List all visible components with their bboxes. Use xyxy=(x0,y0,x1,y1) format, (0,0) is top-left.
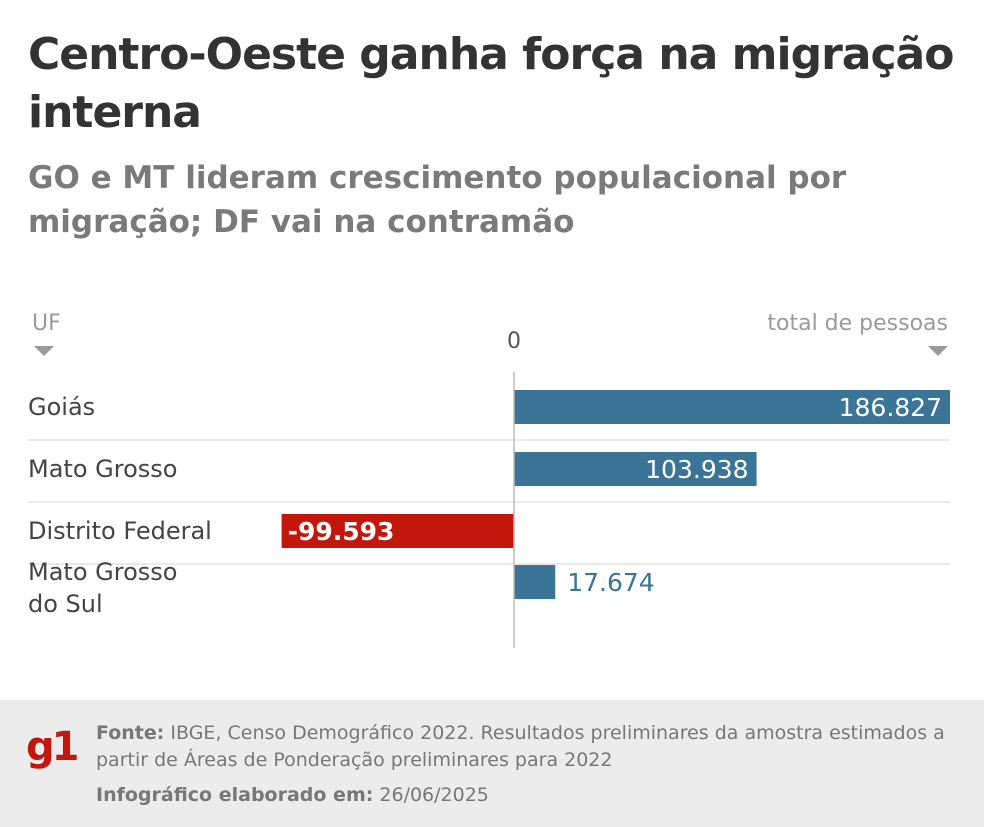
category-label: Distrito Federal xyxy=(28,517,212,545)
bar-2 xyxy=(514,452,757,486)
source-label: Fonte: xyxy=(96,722,165,744)
value-label: 186.827 xyxy=(839,393,942,422)
g1-logo: g1 xyxy=(26,724,79,770)
chart-title: Centro-Oeste ganha força na migração int… xyxy=(28,29,954,138)
value-header-arrow-icon xyxy=(928,346,948,356)
row-header-arrow-icon xyxy=(34,346,54,356)
category-label: Mato Grosso xyxy=(28,455,177,483)
bar-1 xyxy=(514,390,950,424)
date-value: 26/06/2025 xyxy=(379,784,489,806)
value-label: -99.593 xyxy=(288,517,395,546)
bar-3 xyxy=(281,514,514,548)
chart-subtitle: GO e MT lideram crescimento populacional… xyxy=(28,160,847,240)
bar-chart: UF total de pessoas 0 Goiás 186.827 Mato Gros… xyxy=(28,311,950,648)
zero-tick-label: 0 xyxy=(507,329,521,354)
category-label: Mato Grosso xyxy=(28,558,177,586)
category-label: do Sul xyxy=(28,590,103,618)
value-header: total de pessoas xyxy=(767,311,948,336)
date-note: Infográfico elaborado em: 26/06/2025 xyxy=(96,784,489,806)
source-note: Fonte: IBGE, Censo Demográfico 2022. Res… xyxy=(96,720,956,774)
footer: g1 Fonte: IBGE, Censo Demográfico 2022. … xyxy=(0,700,984,827)
row-header: UF xyxy=(32,311,61,336)
bar-4 xyxy=(514,565,556,599)
date-label: Infográfico elaborado em: xyxy=(96,784,374,806)
category-label: Goiás xyxy=(28,393,95,421)
source-text: IBGE, Censo Demográfico 2022. Resultados… xyxy=(96,722,945,771)
value-label: 17.674 xyxy=(567,568,654,597)
value-label: 103.938 xyxy=(645,455,748,484)
